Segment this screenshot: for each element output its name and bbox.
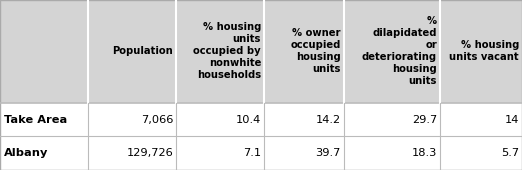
Text: Take Area: Take Area [4,115,67,125]
Text: % housing
units
occupied by
nonwhite
households: % housing units occupied by nonwhite hou… [193,22,261,80]
Text: 7,066: 7,066 [140,115,173,125]
Text: Albany: Albany [4,148,49,158]
Text: 18.3: 18.3 [412,148,437,158]
Text: 14: 14 [505,115,519,125]
Text: % owner
occupied
housing
units: % owner occupied housing units [291,28,341,74]
Text: 10.4: 10.4 [236,115,261,125]
Text: 39.7: 39.7 [316,148,341,158]
Text: %
dilapidated
or
deteriorating
housing
units: % dilapidated or deteriorating housing u… [362,16,437,86]
Text: 14.2: 14.2 [316,115,341,125]
Text: 29.7: 29.7 [412,115,437,125]
Text: % housing
units vacant: % housing units vacant [449,40,519,62]
Text: 7.1: 7.1 [243,148,261,158]
Text: 5.7: 5.7 [501,148,519,158]
Text: 129,726: 129,726 [126,148,173,158]
Text: Population: Population [112,46,173,56]
